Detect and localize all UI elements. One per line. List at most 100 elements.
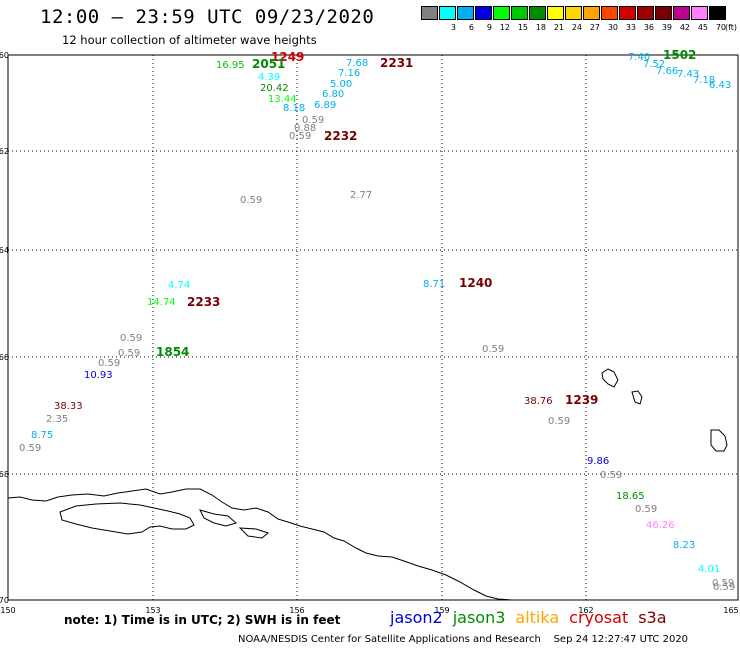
color-swatch	[547, 6, 564, 20]
color-tick-label: 6	[468, 23, 474, 32]
wave-height-label: 7.68	[346, 58, 368, 69]
wave-height-label: 0.59	[600, 470, 622, 481]
color-tick-label: 33	[625, 23, 636, 32]
color-tick-label: 70	[715, 23, 726, 32]
wave-height-label: 6.80	[322, 89, 344, 100]
wave-height-label: 4.39	[258, 72, 280, 83]
map-frame	[7, 54, 739, 601]
x-tick-label: 165	[723, 606, 738, 615]
pass-time-label: 1249	[271, 50, 304, 64]
wave-height-label: 8.71	[423, 279, 445, 290]
color-tick-label: 45	[697, 23, 708, 32]
pass-time-label: 1240	[459, 276, 492, 290]
wave-height-label: 0.59	[118, 348, 140, 359]
page-subtitle: 12 hour collection of altimeter wave hei…	[62, 33, 317, 47]
wave-height-label: 0.59	[240, 195, 262, 206]
color-swatch	[493, 6, 510, 20]
satellite-jason3: jason3	[452, 608, 506, 627]
pass-time-label: 1502	[663, 48, 696, 62]
wave-height-label: 14.74	[147, 297, 176, 308]
color-tick-label: 3	[450, 23, 456, 32]
note-text: note: 1) Time is in UTC; 2) SWH is in fe…	[64, 613, 341, 627]
y-tick-label: -70	[0, 596, 9, 605]
wave-height-label: 5.00	[330, 79, 352, 90]
satellite-jason2: jason2	[390, 608, 443, 627]
color-swatch	[583, 6, 600, 20]
color-tick-label: 30	[607, 23, 618, 32]
color-tick-label: 42	[679, 23, 690, 32]
satellite-legend: jason2 jason3 altika cryosat s3a	[390, 608, 677, 627]
wave-height-label: 7.66	[656, 66, 678, 77]
lat-lon-grid	[8, 55, 738, 600]
wave-height-label: 38.76	[524, 396, 553, 407]
wave-height-label: 38.33	[54, 401, 83, 412]
wave-height-label: 0.59	[712, 578, 734, 589]
wave-height-label: 0.59	[120, 333, 142, 344]
wave-height-label: 0.59	[302, 115, 324, 126]
wave-height-label: 9.86	[587, 456, 609, 467]
color-swatch	[709, 6, 726, 20]
color-swatch	[457, 6, 474, 20]
color-tick-label: 21	[553, 23, 564, 32]
wave-height-label: 46.26	[646, 520, 675, 531]
satellite-altika: altika	[515, 608, 560, 627]
color-swatch	[619, 6, 636, 20]
wave-height-label: 16.95	[216, 60, 245, 71]
wave-height-label: 10.93	[84, 370, 113, 381]
page-title: 12:00 – 23:59 UTC 09/23/2020	[40, 6, 375, 28]
wave-height-label: 7.52	[643, 59, 665, 70]
wave-height-label: 13.44	[268, 94, 297, 105]
axis-labels: 150 153 156 159 162 165 -60 -62 -64 -66 -68 -70	[0, 51, 739, 615]
wave-height-label: 2.77	[350, 190, 372, 201]
wave-height-label: 8.75	[31, 430, 53, 441]
pass-time-label: 1854	[156, 345, 189, 359]
wave-height-label: 20.42	[260, 83, 289, 94]
pass-time-label: 2051	[252, 57, 285, 71]
color-tick-label: 24	[571, 23, 582, 32]
x-tick-label: 156	[289, 606, 304, 615]
coastline	[7, 368, 728, 601]
pass-time-label: 2232	[324, 129, 357, 143]
color-swatch	[421, 6, 438, 20]
color-swatch	[655, 6, 672, 20]
pass-time-label: 1239	[565, 393, 598, 407]
pass-time-label: 2233	[187, 295, 220, 309]
wave-height-label: 4.01	[698, 564, 720, 575]
y-tick-label: -64	[0, 246, 9, 255]
color-swatch	[691, 6, 708, 20]
wave-height-label: 7.16	[338, 68, 360, 79]
wave-height-label: 0.59	[548, 416, 570, 427]
x-tick-label: 159	[434, 606, 449, 615]
y-tick-label: -62	[0, 147, 9, 156]
wave-height-label: 7.43	[677, 69, 699, 80]
color-swatch	[565, 6, 582, 20]
wave-height-label: 2.35	[46, 414, 68, 425]
credit-line: NOAA/NESDIS Center for Satellite Applica…	[238, 634, 689, 645]
wave-height-label: 0.59	[289, 131, 311, 142]
color-swatch	[673, 6, 690, 20]
wave-height-label: 0.59	[19, 443, 41, 454]
color-swatch	[475, 6, 492, 20]
satellite-s3a: s3a	[638, 608, 667, 627]
wave-height-label: 0.59	[482, 344, 504, 355]
wave-height-label: 6.89	[314, 100, 336, 111]
color-tick-label: 12	[499, 23, 510, 32]
wave-height-label: 7.18	[693, 75, 715, 86]
wave-height-label: 4.74	[168, 280, 190, 291]
color-tick-label: 39	[661, 23, 672, 32]
color-swatch	[637, 6, 654, 20]
satellite-cryosat: cryosat	[569, 608, 629, 627]
wave-height-label: 6.43	[709, 80, 731, 91]
color-swatch	[511, 6, 528, 20]
color-swatch	[601, 6, 618, 20]
color-tick-label: 36	[643, 23, 654, 32]
color-tick-label: 15	[517, 23, 528, 32]
wave-height-label: 0.59	[98, 358, 120, 369]
wave-height-label: 0.88	[294, 123, 316, 134]
x-tick-label: 153	[145, 606, 160, 615]
pass-time-label: 2231	[380, 56, 413, 70]
wave-height-label: 0.59	[713, 582, 735, 593]
x-tick-label: 162	[578, 606, 593, 615]
color-tick-label: 18	[535, 23, 546, 32]
